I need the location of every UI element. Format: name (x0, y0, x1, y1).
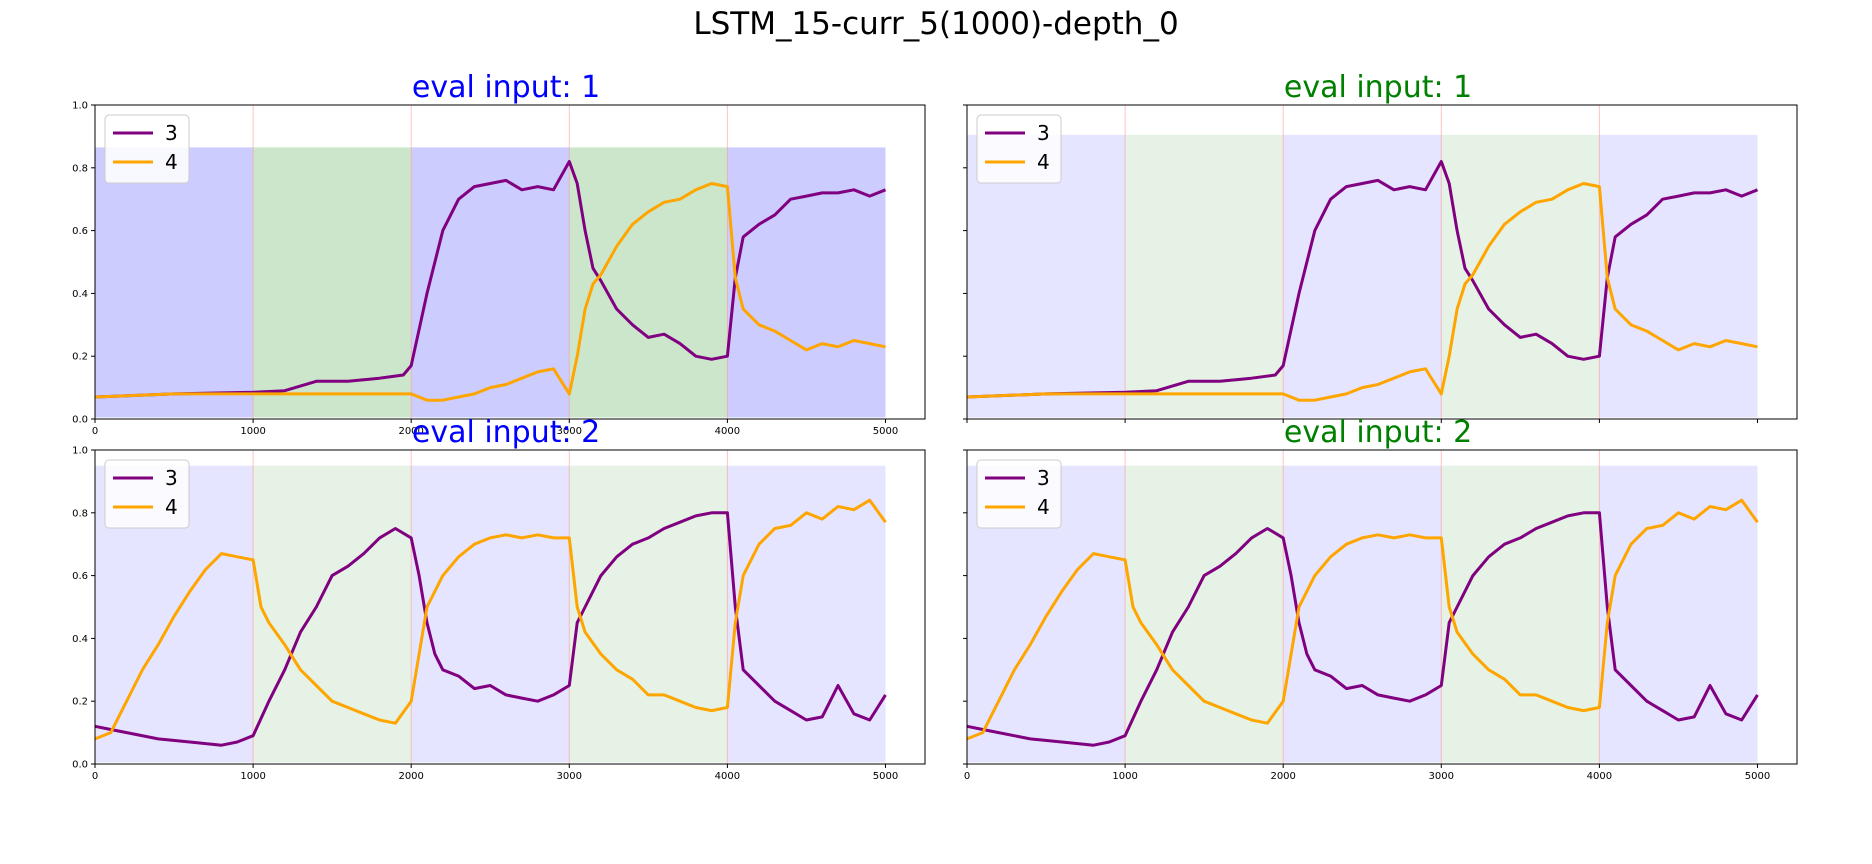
y-tick-label: 0.8 (72, 163, 88, 174)
x-tick-label: 2000 (1270, 771, 1295, 782)
legend-label-4: 4 (165, 495, 178, 519)
x-tick-label: 5000 (1745, 771, 1770, 782)
x-tick-label: 1000 (1112, 771, 1137, 782)
x-tick-label: 0 (92, 771, 98, 782)
x-tick-label: 5000 (873, 771, 898, 782)
band-blue-2 (411, 147, 570, 418)
x-tick-label: 4000 (715, 426, 740, 437)
x-tick-label: 2000 (398, 426, 423, 437)
band-green-3 (569, 465, 728, 763)
series-3-line (94, 511, 887, 747)
series-3-line (94, 160, 887, 399)
legend-label-4: 4 (165, 150, 178, 174)
panel-title: eval input: 2 (412, 415, 600, 450)
legend-label-3: 3 (165, 466, 178, 490)
series-3-line (966, 160, 1759, 399)
x-tick-label: 3000 (557, 426, 582, 437)
legend: 34 (976, 459, 1062, 529)
band-green-1 (253, 147, 412, 418)
x-tick-label: 4000 (1587, 771, 1612, 782)
y-tick-label: 0.0 (72, 415, 88, 426)
panel-title: eval input: 1 (1284, 70, 1472, 105)
band-blue-0 (95, 147, 254, 418)
band-blue-4 (727, 147, 886, 418)
plot-panel-top-right: eval input: 134 (963, 70, 1798, 423)
legend: 34 (104, 459, 190, 529)
y-tick-label: 1.0 (72, 101, 88, 112)
series-4-line (94, 498, 887, 741)
legend: 34 (976, 114, 1062, 184)
series-4-line (966, 182, 1758, 402)
legend: 34 (104, 114, 190, 184)
band-blue-2 (1283, 134, 1442, 418)
x-tick-label: 4000 (715, 771, 740, 782)
y-tick-label: 0.2 (72, 352, 88, 363)
band-blue-4 (1599, 465, 1758, 763)
band-blue-2 (1283, 465, 1442, 763)
y-tick-label: 0.2 (72, 697, 88, 708)
series-3-line (966, 511, 1759, 747)
legend-label-4: 4 (1037, 495, 1050, 519)
panel-title: eval input: 2 (1284, 415, 1472, 450)
x-tick-label: 2000 (398, 771, 423, 782)
band-blue-4 (727, 465, 886, 763)
axes-frame (94, 104, 926, 420)
plot-panel-bottom-left: 0.0 0.2 0.4 0.6 0.8 1.0 0 1000 2000 3000 4000 5000 e… (72, 415, 926, 782)
x-tick-label: 0 (92, 426, 98, 437)
y-tick-label: 0.8 (72, 508, 88, 519)
legend-label-3: 3 (1037, 121, 1050, 145)
axes-frame (94, 449, 926, 765)
plot-panel-top-left: 0.0 0.2 0.4 0.6 0.8 1.0 0 1000 2000 3000 4000 5000 e… (72, 70, 926, 437)
band-blue-2 (411, 465, 570, 763)
axes-frame (966, 104, 1798, 420)
legend-label-3: 3 (1037, 466, 1050, 490)
x-tick-label: 1000 (240, 771, 265, 782)
band-green-3 (1441, 465, 1600, 763)
series-4-line (966, 498, 1759, 741)
legend-label-3: 3 (165, 121, 178, 145)
band-green-1 (1125, 134, 1284, 418)
legend-label-4: 4 (1037, 150, 1050, 174)
band-green-3 (1441, 134, 1600, 418)
x-tick-label: 5000 (873, 426, 898, 437)
y-tick-label: 0.6 (72, 571, 88, 582)
band-green-1 (1125, 465, 1284, 763)
series-4-line (94, 182, 886, 402)
x-tick-label: 1000 (240, 426, 265, 437)
panel-title: eval input: 1 (412, 70, 600, 105)
band-blue-4 (1599, 134, 1758, 418)
y-tick-label: 0.6 (72, 226, 88, 237)
y-tick-label: 1.0 (72, 446, 88, 457)
x-tick-label: 3000 (1429, 771, 1454, 782)
y-tick-label: 0.4 (72, 289, 88, 300)
x-tick-label: 0 (964, 771, 970, 782)
y-tick-label: 0.4 (72, 634, 88, 645)
x-tick-label: 3000 (557, 771, 582, 782)
y-tick-label: 0.0 (72, 760, 88, 771)
figure-title: LSTM_15-curr_5(1000)-depth_0 (693, 6, 1179, 42)
axes-frame (966, 449, 1798, 765)
band-green-1 (253, 465, 412, 763)
